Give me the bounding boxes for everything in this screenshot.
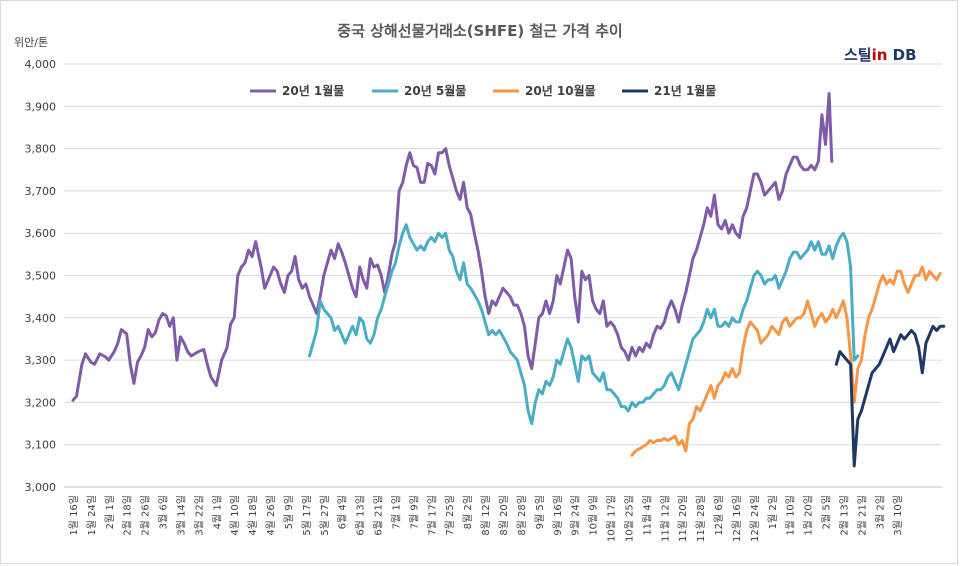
x-tick-label: 9월 16일	[552, 495, 564, 536]
x-tick-label: 1월 20일	[803, 495, 815, 536]
x-tick-label: 1월 24일	[86, 495, 98, 536]
y-tick-label: 3,000	[25, 481, 57, 494]
y-tick-label: 3,600	[25, 227, 57, 240]
x-axis: 1월 16일 1월 24일 2월 1일 2월 18일 2월 26일 3월 6일 3월 14일…	[68, 495, 904, 542]
x-tick-label: 11월 20일	[677, 495, 689, 542]
x-tick-label: 12월 6일	[713, 495, 725, 536]
x-tick-label: 9월 24일	[570, 495, 582, 536]
x-tick-label: 2월 1일	[104, 495, 116, 529]
y-tick-label: 3,200	[25, 396, 57, 409]
series-lines	[71, 92, 946, 468]
x-tick-label: 4월 1일	[211, 495, 223, 529]
y-tick-label: 3,400	[25, 312, 57, 325]
legend-label: 20년 5월물	[404, 83, 466, 98]
x-tick-label: 2월 21일	[856, 495, 868, 536]
x-tick-label: 7월 25일	[444, 495, 456, 536]
x-tick-label: 5월 17일	[301, 495, 313, 536]
x-tick-label: 10월 17일	[606, 495, 618, 542]
x-tick-label: 3월 10일	[892, 495, 904, 536]
x-tick-label: 7월 9일	[408, 495, 420, 529]
x-tick-label: 8월 28일	[516, 495, 528, 536]
y-axis: 3,000 3,100 3,200 3,300 3,400 3,500 3,600 3,700…	[25, 58, 57, 494]
x-tick-label: 10월 9일	[588, 495, 600, 536]
x-tick-label: 1월 2일	[767, 495, 779, 529]
y-tick-label: 3,900	[25, 100, 57, 113]
x-tick-label: 3월 2일	[874, 495, 886, 529]
x-tick-label: 2월 18일	[122, 495, 134, 536]
series-line-2	[308, 223, 860, 426]
series-line-3	[630, 265, 942, 457]
x-tick-label: 6월 4일	[337, 495, 349, 529]
x-tick-label: 5월 27일	[319, 495, 331, 536]
x-tick-label: 2월 26일	[140, 495, 152, 536]
brand-part2: in	[872, 46, 888, 64]
series-line-4	[834, 324, 946, 468]
x-tick-label: 3월 22일	[193, 495, 205, 536]
x-tick-label: 8월 2일	[462, 495, 474, 529]
x-tick-label: 4월 26일	[265, 495, 277, 536]
x-tick-label: 7월 1일	[390, 495, 402, 529]
x-tick-label: 1월 10일	[785, 495, 797, 536]
y-tick-label: 3,300	[25, 354, 57, 367]
y-tick-label: 3,100	[25, 439, 57, 452]
x-tick-label: 1월 16일	[68, 495, 80, 536]
x-tick-label: 8월 20일	[498, 495, 510, 536]
legend: 20년 1월물 20년 5월물 20년 10월물 21년 1월물	[250, 83, 716, 98]
y-unit-label: 위안/톤	[14, 36, 48, 49]
x-tick-label: 6월 21일	[373, 495, 385, 536]
x-tick-label: 12월 24일	[749, 495, 761, 542]
brand-part1: 스틸	[844, 46, 872, 64]
series-line-1	[71, 92, 834, 402]
x-tick-label: 8월 12일	[480, 495, 492, 536]
x-tick-label: 9월 5일	[534, 495, 546, 529]
legend-label: 20년 10월물	[525, 83, 596, 98]
legend-label: 21년 1월물	[654, 83, 716, 98]
y-tick-label: 3,500	[25, 270, 57, 283]
y-tick-label: 3,800	[25, 143, 57, 156]
x-tick-label: 4월 18일	[247, 495, 259, 536]
gridlines	[64, 63, 942, 488]
brand-part3: DB	[887, 46, 916, 64]
x-tick-label: 7월 17일	[426, 495, 438, 536]
x-tick-label: 11월 28일	[695, 495, 707, 542]
x-tick-label: 11월 4일	[641, 495, 653, 536]
x-tick-label: 12월 16일	[731, 495, 743, 542]
x-tick-label: 4월 10일	[229, 495, 241, 536]
x-tick-label: 2월 13일	[838, 495, 850, 536]
y-tick-label: 3,700	[25, 185, 57, 198]
x-tick-label: 11월 12일	[659, 495, 671, 542]
x-tick-label: 6월 13일	[355, 495, 367, 536]
x-tick-label: 5월 9일	[283, 495, 295, 529]
x-tick-label: 3월 14일	[175, 495, 187, 536]
x-tick-label: 10월 25일	[623, 495, 635, 542]
legend-label: 20년 1월물	[282, 83, 344, 98]
chart-title: 중국 상해선물거래소(SHFE) 철근 가격 추이	[337, 22, 622, 40]
brand-logo: 스틸in DB	[844, 46, 917, 64]
y-tick-label: 4,000	[25, 58, 57, 71]
x-tick-label: 3월 6일	[158, 495, 170, 529]
x-tick-label: 2월 5일	[821, 495, 833, 529]
